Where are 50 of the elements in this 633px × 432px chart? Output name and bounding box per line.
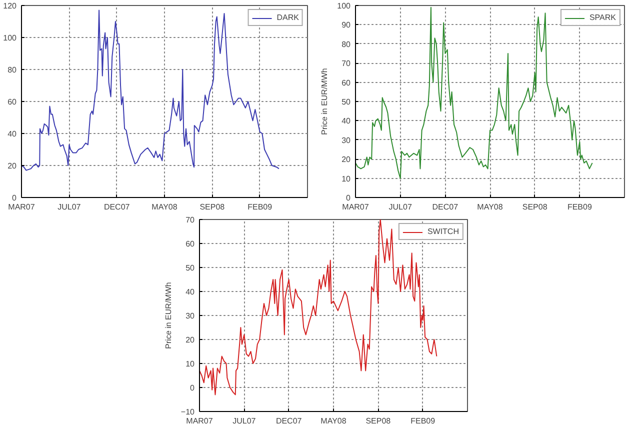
x-tick-label: MAR07: [342, 202, 370, 212]
x-tick-label: MAR07: [186, 416, 214, 426]
y-tick-label: −10: [180, 408, 196, 416]
legend-label: DARK: [276, 13, 299, 22]
y-tick-label: 70: [342, 59, 352, 68]
y-tick-label: 20: [342, 155, 352, 164]
y-tick-label: 40: [186, 288, 196, 296]
x-tick-label: JUL07: [58, 202, 82, 212]
x-tick-label: MAY08: [477, 202, 504, 212]
x-tick-label: SEP08: [200, 202, 226, 212]
y-tick-label: 80: [8, 66, 18, 74]
y-tick-label: 60: [342, 78, 352, 88]
y-tick-label: 10: [186, 360, 196, 368]
y-tick-label: 60: [8, 98, 18, 106]
y-tick-label: 30: [342, 136, 352, 145]
y-tick-label: 50: [186, 264, 196, 272]
x-tick-label: MAY08: [320, 416, 347, 426]
x-tick-label: MAY08: [152, 202, 178, 212]
y-tick-label: 100: [3, 34, 18, 42]
legend-label: SPARK: [589, 13, 616, 22]
x-tick-label: JUL07: [388, 202, 412, 212]
x-tick-label: DEC07: [104, 202, 130, 212]
x-tick-label: FEB09: [410, 416, 436, 426]
y-tick-label: 10: [342, 174, 352, 184]
y-tick-label: 100: [337, 2, 352, 10]
y-tick-label: 70: [186, 216, 196, 224]
y-tick-label: 90: [342, 20, 352, 30]
y-tick-label: 50: [342, 98, 352, 106]
y-tick-label: 0: [12, 194, 18, 202]
y-tick-label: 20: [186, 336, 196, 344]
y-tick-label: 120: [3, 2, 18, 10]
x-tick-label: DEC07: [432, 202, 459, 212]
y-tick-label: 30: [186, 312, 196, 320]
y-tick-label: 0: [190, 384, 196, 392]
y-tick-label: 60: [186, 240, 196, 248]
x-tick-label: SEP08: [366, 416, 392, 426]
y-tick-label: 0: [346, 194, 352, 202]
x-tick-label: FEB09: [248, 202, 273, 212]
x-tick-label: FEB09: [567, 202, 592, 212]
y-tick-label: 40: [8, 130, 18, 138]
x-tick-label: JUL07: [232, 416, 256, 426]
y-tick-label: 40: [342, 116, 352, 126]
x-tick-label: SEP08: [522, 202, 548, 212]
x-tick-label: DEC07: [276, 416, 302, 426]
x-tick-label: MAR07: [8, 202, 36, 212]
y-tick-label: 20: [8, 162, 18, 170]
y-tick-label: 80: [342, 40, 352, 49]
y-axis-title: Price in EUR/MWh: [164, 282, 173, 349]
legend-label: SWITCH: [427, 227, 459, 236]
y-axis-title: Price in EUR/MWh: [320, 68, 330, 135]
